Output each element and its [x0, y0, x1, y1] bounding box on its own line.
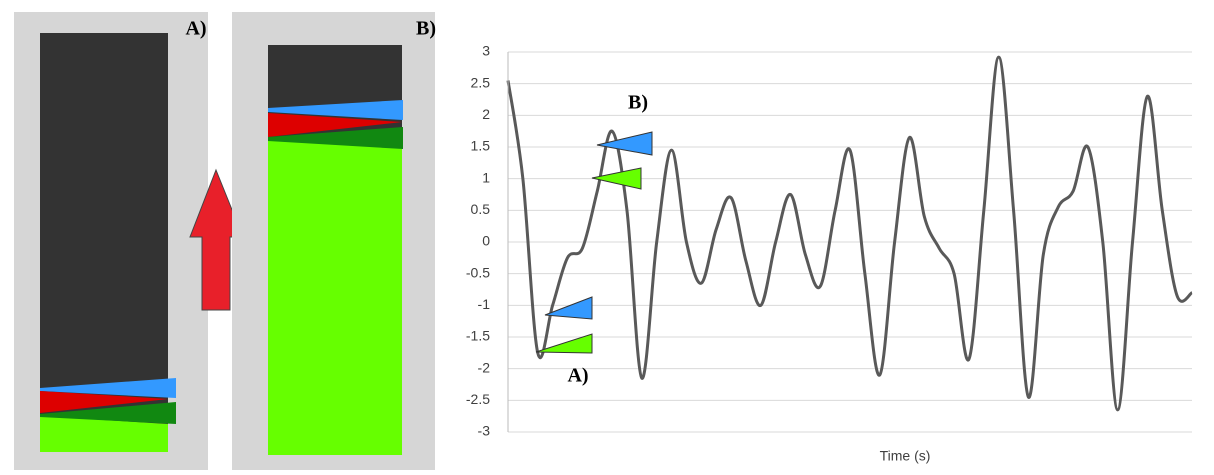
- panel-label: A): [185, 18, 206, 40]
- y-tick-label: 3: [482, 43, 490, 59]
- y-tick-label: -2.5: [466, 391, 490, 407]
- panel-b-fill: [268, 140, 402, 455]
- panel-label: B): [416, 18, 436, 40]
- y-tick-label: 2.5: [471, 74, 491, 90]
- y-tick-label: 0.5: [471, 201, 491, 217]
- y-tick-label: 2: [482, 106, 490, 122]
- annotation: B): [628, 92, 648, 114]
- y-tick-label: -1.5: [466, 328, 490, 344]
- y-tick-label: -1: [478, 296, 491, 312]
- y-tick-label: 1: [482, 169, 490, 185]
- y-tick-label: 0: [482, 233, 490, 249]
- y-tick-label: 1.5: [471, 138, 491, 154]
- page: A) B) 3 2.5 2 1.5 1 0.5 0 -0.5 -1 -1.5 -2 -2.5 -3 Ti…: [0, 0, 1214, 475]
- x-axis-label: Time (s): [880, 448, 931, 464]
- figure: A) B) 3 2.5 2 1.5 1 0.5 0 -0.5 -1 -1.5 -2 -2.5 -3 Ti…: [0, 0, 1214, 475]
- y-tick-label: -2: [478, 359, 491, 375]
- annotation: A): [567, 365, 588, 387]
- y-tick-label: -3: [478, 423, 491, 439]
- data-line: [508, 57, 1192, 410]
- y-tick-label: -0.5: [466, 264, 490, 280]
